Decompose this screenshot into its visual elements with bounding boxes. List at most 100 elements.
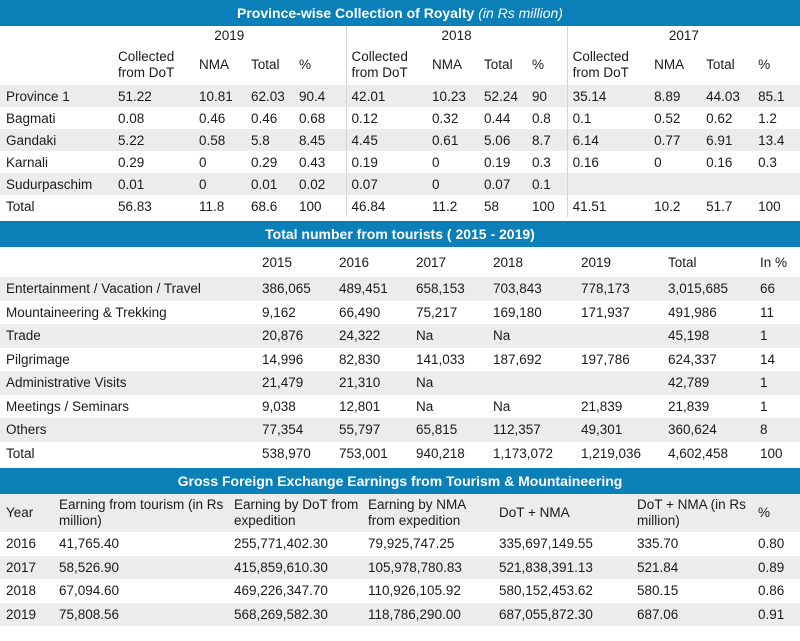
royalty-row: Province 1 51.22 10.81 62.03 90.4 42.01 10.23 5…: [0, 85, 800, 107]
royalty-year-header: 2018: [345, 26, 568, 45]
tourists-row-label: Administrative Visits: [0, 371, 257, 395]
tourists-cell: 1: [755, 324, 800, 348]
tourists-row: Meetings / Seminars 9,038 12,801 Na Na 21,839…: [0, 394, 800, 418]
royalty-corner-cell: [0, 26, 113, 45]
tourists-cell: 169,180: [488, 300, 576, 324]
forex-header-row: Year Earning from tourism (in Rs million)…: [0, 494, 800, 532]
tourists-row-label: Mountaineering & Trekking: [0, 300, 257, 324]
tourists-cell: 82,830: [334, 347, 411, 371]
royalty-cell: 4.45: [345, 129, 428, 151]
royalty-cell: 0: [649, 151, 702, 173]
royalty-cell: 0.07: [479, 173, 528, 195]
royalty-cell: 51.22: [113, 85, 194, 107]
royalty-cell: 42.01: [345, 85, 428, 107]
tourists-cell: 703,843: [488, 277, 576, 301]
royalty-cell: 8.7: [527, 129, 568, 151]
tourists-cell: 66,490: [334, 300, 411, 324]
tourists-row-label: Entertainment / Vacation / Travel: [0, 277, 257, 301]
tourists-cell: 42,789: [663, 371, 755, 395]
forex-cell: 118,786,290.00: [363, 602, 494, 626]
forex-cell: 521,838,391.13: [494, 555, 632, 579]
tourists-cell: 55,797: [334, 418, 411, 442]
royalty-subheader-cell: Total: [246, 45, 294, 85]
royalty-cell: 0.77: [649, 129, 702, 151]
royalty-cell: 0: [427, 173, 480, 195]
forex-header-cell: Earning by DoT from expedition: [229, 494, 363, 532]
royalty-cell: 0.44: [479, 107, 528, 129]
tourists-header-cell: Total: [663, 247, 755, 277]
tourists-row: Trade 20,876 24,322 Na Na 45,198 1: [0, 324, 800, 348]
royalty-subheader-cell: %: [527, 45, 568, 85]
tourists-cell: [576, 324, 663, 348]
tourists-header-cell: 2017: [411, 247, 488, 277]
royalty-cell: 41.51: [566, 195, 650, 217]
royalty-cell: 0.62: [701, 107, 754, 129]
tourists-cell: 49,301: [576, 418, 663, 442]
tourists-cell: 100: [755, 441, 800, 465]
tourists-row: Administrative Visits 21,479 21,310 Na 42,78…: [0, 371, 800, 395]
tourists-cell: 1: [755, 371, 800, 395]
royalty-cell: 6.14: [566, 129, 650, 151]
royalty-subheader-cell: Collected from DoT: [113, 45, 194, 85]
royalty-cell: 0.16: [566, 151, 650, 173]
royalty-subheader-cell: NMA: [194, 45, 246, 85]
royalty-row-label: Bagmati: [0, 107, 113, 129]
tourists-cell: 20,876: [257, 324, 334, 348]
royalty-subheader-cell: Collected from DoT: [345, 45, 428, 85]
forex-cell: 41,765.40: [54, 532, 229, 556]
forex-cell: 79,925,747.25: [363, 532, 494, 556]
royalty-cell: 0.07: [345, 173, 428, 195]
forex-row: 2017 58,526.90 415,859,610.30 105,978,780.8…: [0, 555, 800, 579]
tourists-cell: 9,038: [257, 394, 334, 418]
forex-cell: 687.06: [632, 602, 753, 626]
forex-cell: 0.89: [753, 555, 800, 579]
tourists-cell: 21,310: [334, 371, 411, 395]
royalty-subheader-cell: %: [753, 45, 800, 85]
royalty-cell: 0.61: [427, 129, 480, 151]
royalty-cell: 11.8: [194, 195, 246, 217]
royalty-subheader-cell: NMA: [649, 45, 702, 85]
royalty-year-row: 2019 2018 2017: [0, 26, 800, 45]
royalty-cell: [649, 173, 702, 195]
forex-header-cell: %: [753, 494, 800, 532]
tourists-cell: Na: [488, 324, 576, 348]
royalty-cell: 0.46: [194, 107, 246, 129]
royalty-cell: 0.3: [527, 151, 568, 173]
tourists-row: Total 538,970 753,001 940,218 1,173,072 1,219…: [0, 441, 800, 465]
royalty-cell: 11.2: [427, 195, 480, 217]
tourists-cell: 66: [755, 277, 800, 301]
royalty-cell: 0.29: [246, 151, 294, 173]
forex-cell: 568,269,582.30: [229, 602, 363, 626]
royalty-cell: [566, 173, 650, 195]
tourists-cell: Na: [411, 324, 488, 348]
tourists-cell: 1: [755, 394, 800, 418]
tourists-row-label: Meetings / Seminars: [0, 394, 257, 418]
tourists-cell: 21,479: [257, 371, 334, 395]
royalty-cell: 0.1: [566, 107, 650, 129]
tourists-cell: 171,937: [576, 300, 663, 324]
royalty-table: 2019 2018 2017 Collected from DoT NMA Total% C…: [0, 26, 800, 217]
royalty-cell: 10.23: [427, 85, 480, 107]
forex-header-cell: DoT + NMA (in Rs million): [632, 494, 753, 532]
forex-cell: 335.70: [632, 532, 753, 556]
tourists-row: Entertainment / Vacation / Travel 386,065…: [0, 277, 800, 301]
royalty-cell: 0.58: [194, 129, 246, 151]
tourists-cell: 778,173: [576, 277, 663, 301]
tourists-header-row: 2015 2016 2017 2018 2019 Total In %: [0, 247, 800, 277]
royalty-cell: 0.29: [113, 151, 194, 173]
tourists-title-bar: Total number from tourists ( 2015 - 2019…: [0, 221, 800, 247]
royalty-cell: 0.1: [527, 173, 568, 195]
royalty-cell: 90.4: [294, 85, 347, 107]
royalty-row-label: Province 1: [0, 85, 113, 107]
forex-row: 2016 41,765.40 255,771,402.30 79,925,747.25…: [0, 532, 800, 556]
royalty-cell: 35.14: [566, 85, 650, 107]
royalty-row: Bagmati 0.08 0.46 0.46 0.68 0.12 0.32 0.44 0.8 0.…: [0, 107, 800, 129]
tourists-cell: 12,801: [334, 394, 411, 418]
royalty-year-header: 2019: [113, 26, 347, 45]
tourists-header-cell: [0, 247, 257, 277]
forex-header-cell: Year: [0, 494, 54, 532]
tourists-cell: 187,692: [488, 347, 576, 371]
tourists-cell: Na: [411, 371, 488, 395]
forex-header-cell: Earning by NMA from expedition: [363, 494, 494, 532]
tourists-table: 2015 2016 2017 2018 2019 Total In % Entertainme…: [0, 247, 800, 465]
